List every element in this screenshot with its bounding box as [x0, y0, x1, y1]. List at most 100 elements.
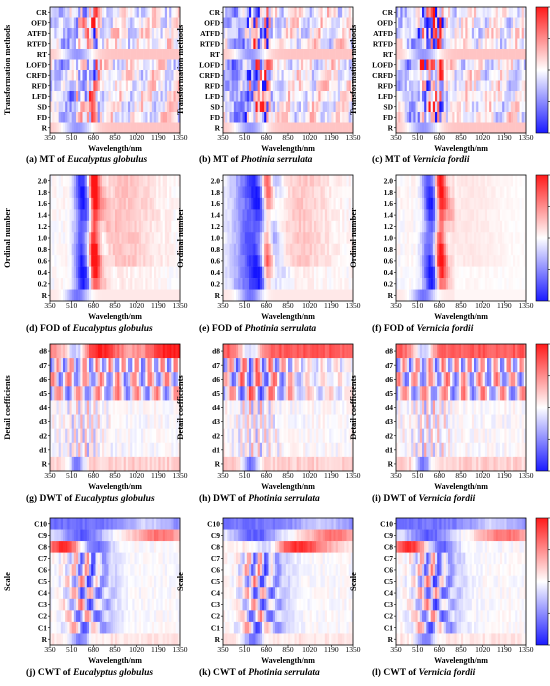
heatmap-cell — [285, 289, 289, 302]
heatmap-cell — [65, 266, 68, 279]
heatmap-cell — [270, 220, 274, 233]
heatmap-cell — [277, 122, 280, 134]
heatmap-cell — [73, 344, 77, 359]
heatmap-cell — [294, 49, 297, 60]
heatmap-cell — [402, 255, 405, 267]
heatmap-cell — [506, 49, 509, 60]
heatmap-cell — [128, 17, 131, 29]
heatmap-cell — [128, 112, 131, 123]
heatmap-cell — [249, 266, 252, 279]
heatmap-cell — [400, 122, 403, 134]
heatmap-cell — [510, 7, 514, 18]
heatmap-cell — [435, 80, 438, 92]
heatmap-cell — [327, 186, 330, 199]
heatmap-cell — [52, 386, 55, 401]
heatmap-cell — [225, 243, 228, 256]
heatmap-cell — [285, 186, 289, 199]
heatmap-cell — [69, 101, 72, 113]
heatmap-cell — [298, 70, 302, 81]
heatmap-cell — [80, 197, 83, 210]
heatmap-cell — [435, 197, 438, 210]
heatmap-cell — [454, 101, 457, 113]
heatmap-cell — [515, 38, 518, 50]
heatmap-cell — [452, 17, 455, 29]
heatmap-cell — [482, 122, 486, 134]
heatmap-cell — [279, 255, 282, 267]
heatmap-cell — [91, 49, 94, 60]
heatmap-cell — [411, 17, 414, 29]
heatmap-cell — [333, 289, 336, 302]
heatmap-cell — [236, 59, 239, 71]
heatmap-cell — [305, 175, 308, 187]
heatmap-cell — [318, 232, 321, 244]
heatmap-cell — [253, 49, 256, 60]
heatmap-cell — [491, 7, 494, 18]
heatmap-cell — [331, 7, 334, 18]
heatmap-cell — [91, 80, 94, 92]
heatmap-cell — [517, 7, 520, 18]
heatmap-cell — [128, 255, 131, 267]
heatmap-cell — [266, 59, 269, 71]
heatmap-cell — [409, 220, 412, 233]
heatmap-cell — [65, 232, 68, 244]
heatmap-cell — [108, 289, 111, 302]
heatmap-cell — [65, 197, 68, 210]
heatmap-cell — [469, 175, 473, 187]
heatmap-cell — [409, 112, 412, 123]
heatmap-cell — [331, 91, 334, 102]
heatmap-cell — [469, 38, 473, 50]
heatmap-cell — [108, 7, 111, 18]
heatmap-cell — [162, 175, 166, 187]
heatmap-cell — [110, 49, 114, 60]
heatmap-cell — [173, 358, 176, 373]
heatmap-cell — [123, 209, 127, 222]
heatmap-cell — [311, 59, 315, 71]
heatmap-cell — [419, 112, 423, 123]
heatmap-cell — [311, 255, 315, 267]
heatmap-cell — [262, 255, 265, 267]
heatmap-cell — [281, 232, 284, 244]
heatmap-cell — [309, 220, 313, 233]
heatmap-cell — [244, 197, 248, 210]
heatmap-cell — [50, 101, 53, 113]
heatmap-cell — [285, 197, 289, 210]
x-tick-label: 850 — [282, 133, 294, 142]
heatmap-cell — [458, 112, 462, 123]
heatmap-cell — [480, 186, 483, 199]
heatmap-cell — [141, 17, 144, 29]
heatmap-cell — [162, 70, 166, 81]
heatmap-cell — [268, 266, 271, 279]
heatmap-cell — [441, 197, 444, 210]
heatmap-cell — [93, 17, 96, 29]
heatmap-cell — [225, 255, 228, 267]
heatmap-cell — [426, 17, 429, 29]
heatmap-cell — [233, 7, 237, 18]
heatmap-cell — [136, 175, 140, 187]
heatmap-cell — [506, 101, 509, 113]
heatmap-cell — [60, 255, 64, 267]
heatmap-cell — [335, 70, 339, 81]
heatmap-cell — [71, 175, 75, 187]
heatmap-cell — [517, 122, 520, 134]
heatmap-cell — [80, 243, 83, 256]
heatmap-cell — [432, 70, 436, 81]
heatmap-cell — [270, 289, 274, 302]
heatmap-cell — [86, 186, 90, 199]
heatmap-cell — [309, 49, 313, 60]
heatmap-cell — [134, 38, 137, 50]
heatmap-cell — [110, 278, 114, 290]
heatmap-cell — [272, 70, 276, 81]
y-tick-label: RT — [383, 50, 393, 59]
heatmap-cell — [307, 17, 310, 29]
heatmap-cell — [154, 17, 157, 29]
heatmap-cell — [169, 372, 172, 387]
heatmap-cell — [396, 49, 399, 60]
heatmap-cell — [400, 38, 403, 50]
heatmap-cell — [240, 7, 243, 18]
heatmap-cell — [441, 278, 444, 290]
heatmap-cell — [504, 255, 507, 267]
heatmap-cell — [463, 289, 466, 302]
heatmap-cell — [346, 278, 349, 290]
heatmap-cell — [439, 243, 442, 256]
heatmap-cell — [344, 186, 347, 199]
